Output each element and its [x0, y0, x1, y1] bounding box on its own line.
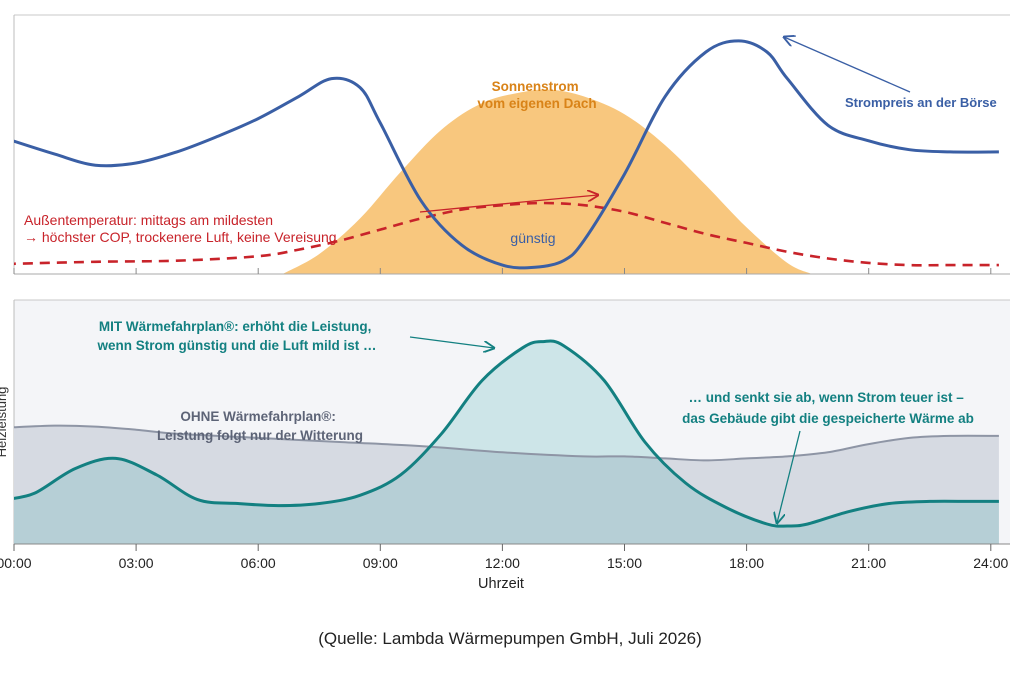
without-plan-label: OHNE Wärmefahrplan®: Leistung folgt nur …: [157, 409, 363, 443]
with-plan-area: [14, 341, 999, 544]
cheap-label: günstig: [510, 230, 555, 246]
x-tick-label: 18:00: [729, 555, 764, 571]
top-panel: [13, 14, 1010, 275]
x-tick-label: 09:00: [363, 555, 398, 571]
temperature-label-line-2: → höchster COP, trockenere Luft, keine V…: [24, 229, 337, 245]
x-tick-label: 24:00: [973, 555, 1008, 571]
lower-label: … und senkt sie ab, wenn Strom teuer ist…: [682, 390, 974, 426]
without-plan-label-line-2: Leistung folgt nur der Witterung: [157, 428, 363, 443]
with-plan-label: MIT Wärmefahrplan®: erhöht die Leistung,…: [97, 319, 377, 353]
x-axis-label: Uhrzeit: [478, 576, 524, 592]
with-plan-label-line-2: wenn Strom günstig und die Luft mild ist…: [97, 338, 377, 353]
solar-label-line-2: vom eigenen Dach: [477, 96, 596, 111]
electricity-price-line: [14, 39, 999, 270]
x-tick-label: 06:00: [241, 555, 276, 571]
source-note: (Quelle: Lambda Wärmepumpen GmbH, Juli 2…: [318, 629, 702, 648]
lower-label-line-2: das Gebäude gibt die gespeicherte Wärme …: [682, 411, 974, 426]
solar-label-line-1: Sonnenstrom: [492, 79, 579, 94]
lower-label-arrow: [777, 430, 801, 523]
with-plan-label-arrow: [409, 336, 494, 348]
price-label: Strompreis an der Börse: [845, 95, 997, 110]
x-tick-label: 21:00: [851, 555, 886, 571]
solar-label: Sonnenstrom vom eigenen Dach: [477, 79, 596, 111]
price-label-line-1: Strompreis an der Börse: [845, 95, 997, 110]
without-plan-label-line-1: OHNE Wärmefahrplan®:: [180, 409, 335, 424]
y-axis-label: Heizleistung: [0, 387, 9, 458]
with-plan-line: [14, 339, 999, 528]
temperature-label-arrow: [419, 195, 598, 213]
x-tick-label: 12:00: [485, 555, 520, 571]
with-plan-label-line-1: MIT Wärmefahrplan®: erhöht die Leistung,: [99, 319, 371, 334]
x-tick-label: 15:00: [607, 555, 642, 571]
price-label-arrow: [784, 37, 911, 93]
lower-label-line-1: … und senkt sie ab, wenn Strom teuer ist…: [688, 390, 964, 405]
without-plan-line: [14, 424, 999, 462]
cheap-label-line-1: günstig: [510, 230, 555, 246]
bottom-panel: [13, 299, 1010, 551]
temperature-label: Außentemperatur: mittags am mildesten → …: [24, 212, 337, 245]
x-tick-label: 03:00: [119, 555, 154, 571]
x-tick-label: 00:00: [0, 555, 32, 571]
temperature-label-line-1: Außentemperatur: mittags am mildesten: [24, 212, 273, 228]
outdoor-temperature-line: [14, 201, 999, 267]
